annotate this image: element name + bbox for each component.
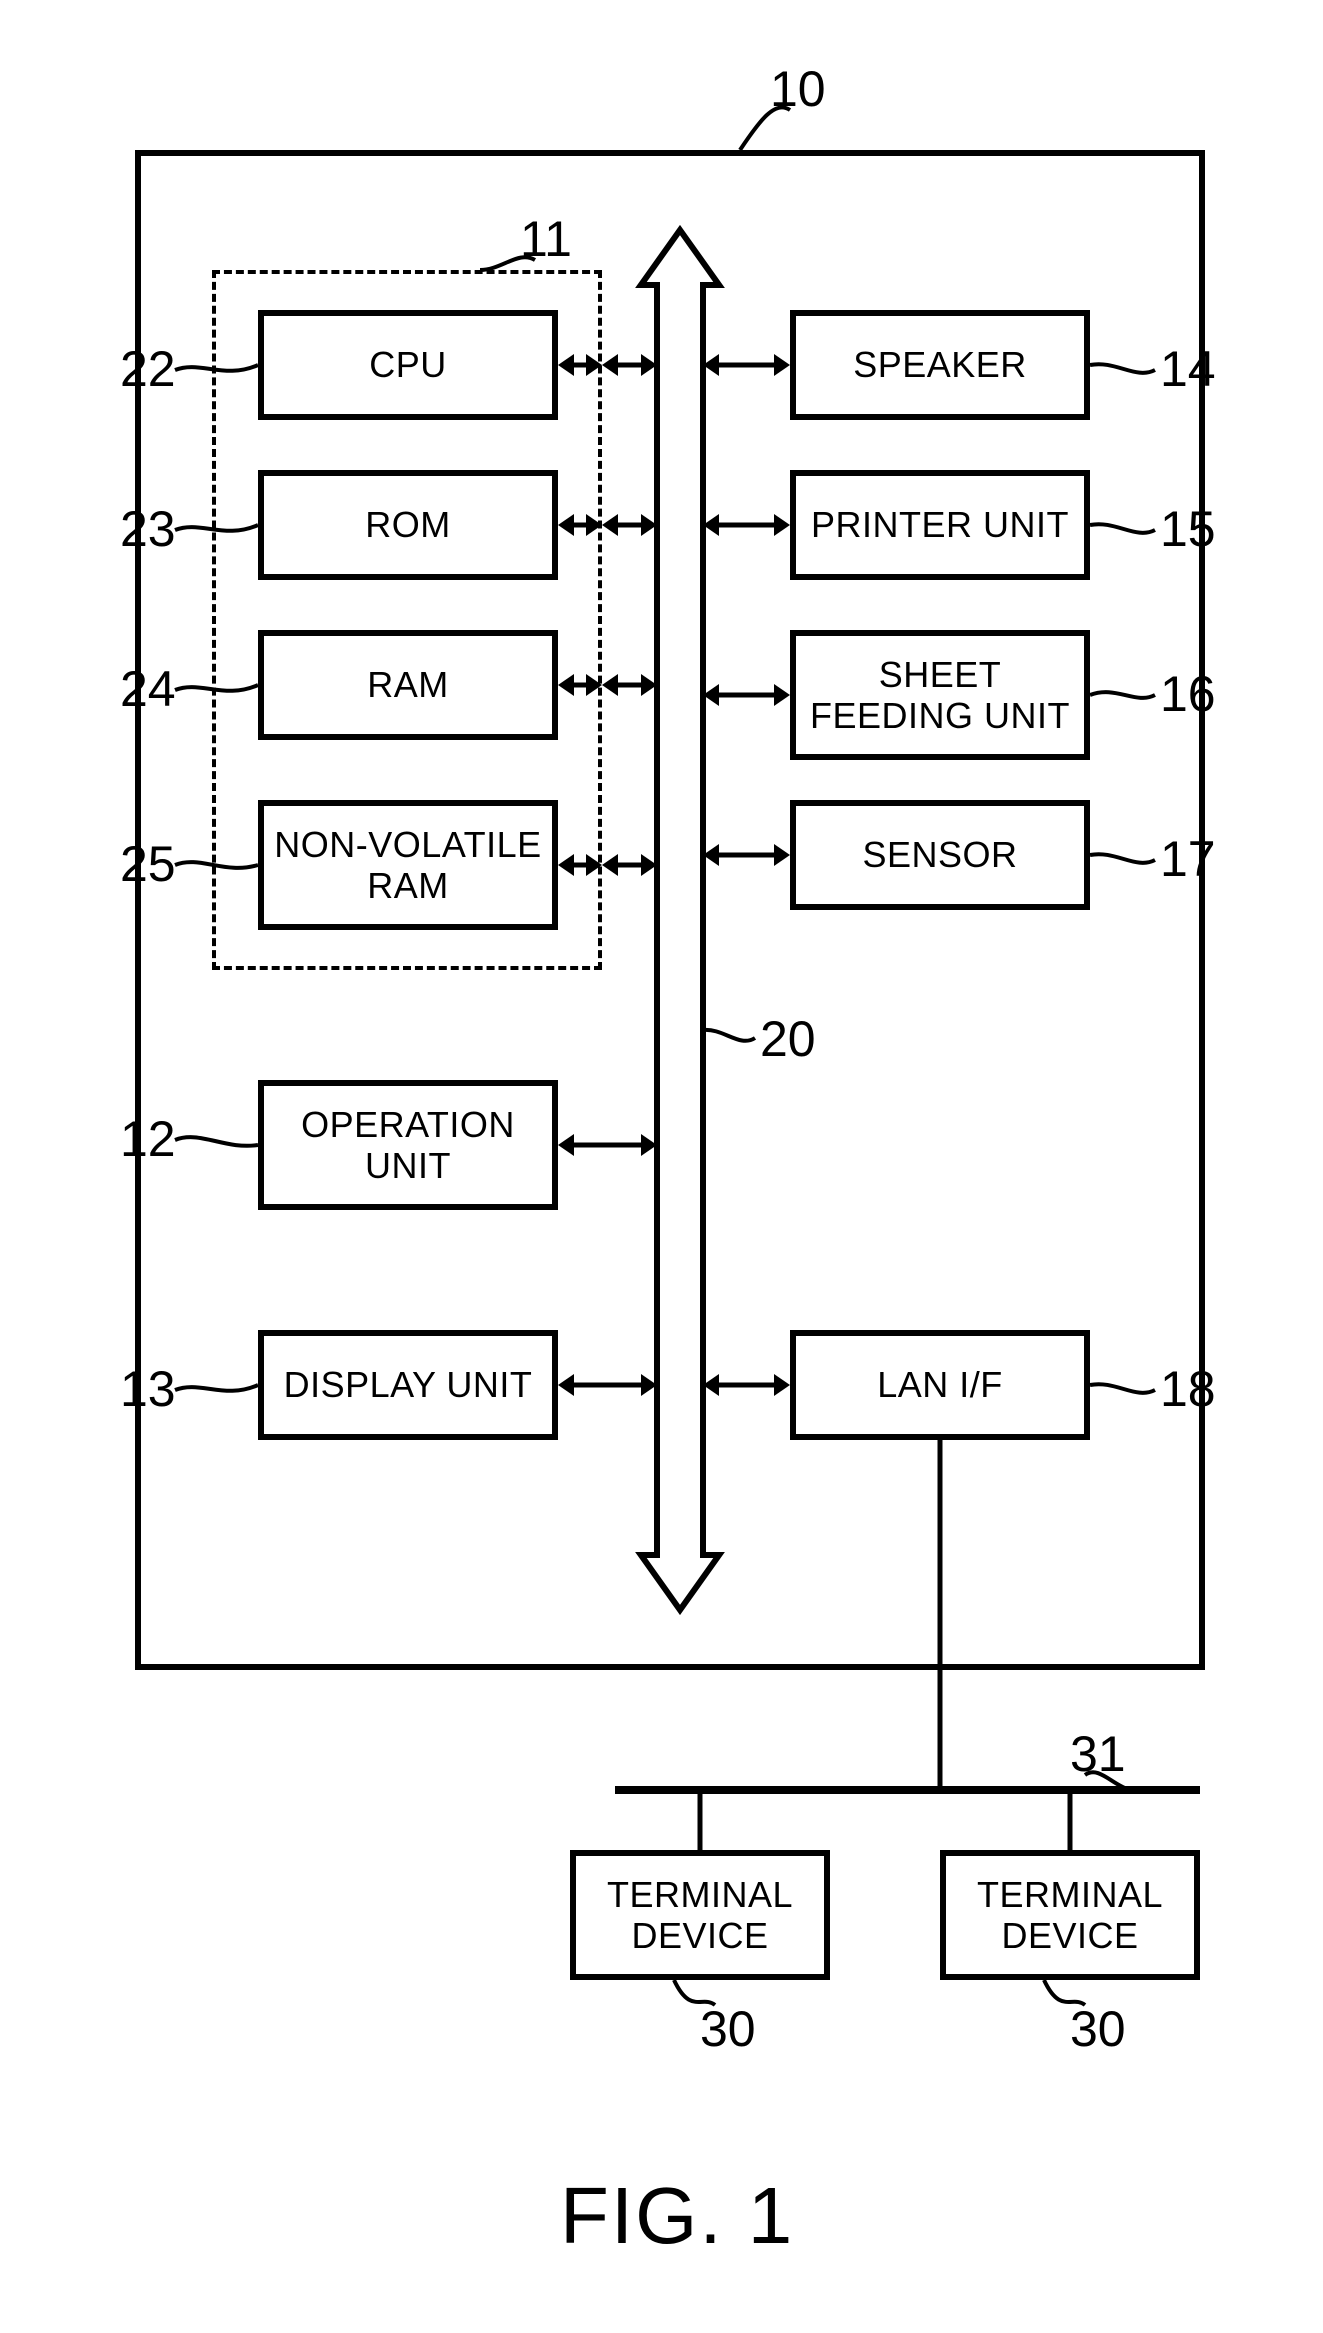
block-terminal-term1-label: TERMINAL DEVICE — [607, 1874, 793, 1957]
block-right-lan-label: LAN I/F — [877, 1364, 1003, 1405]
ref-30a: 30 — [700, 2000, 756, 2058]
ref-11: 11 — [520, 210, 572, 268]
block-right-lan: LAN I/F — [790, 1330, 1090, 1440]
block-left-nvram: NON-VOLATILE RAM — [258, 800, 558, 930]
ref-24: 24 — [120, 660, 176, 718]
ref-18: 18 — [1160, 1360, 1216, 1418]
block-left-nvram-label: NON-VOLATILE RAM — [274, 824, 541, 907]
block-terminal-term2: TERMINAL DEVICE — [940, 1850, 1200, 1980]
figure-page: CPU ROM RAM NON-VOLATILE RAM OPERATION UNIT D… — [0, 0, 1323, 2333]
block-left-rom: ROM — [258, 470, 558, 580]
ref-13: 13 — [120, 1360, 176, 1418]
block-right-prn-label: PRINTER UNIT — [811, 504, 1069, 545]
ref-10: 10 — [770, 60, 826, 118]
block-left-cpu-label: CPU — [369, 344, 447, 385]
ref-22: 22 — [120, 340, 176, 398]
ref-30b: 30 — [1070, 2000, 1126, 2058]
ref-17: 17 — [1160, 830, 1216, 888]
block-left-ram-label: RAM — [367, 664, 449, 705]
block-terminal-term1: TERMINAL DEVICE — [570, 1850, 830, 1980]
block-right-sensor: SENSOR — [790, 800, 1090, 910]
block-left-ram: RAM — [258, 630, 558, 740]
figure-caption: FIG. 1 — [560, 2170, 794, 2262]
block-right-sheet: SHEET FEEDING UNIT — [790, 630, 1090, 760]
block-left-cpu: CPU — [258, 310, 558, 420]
ref-14: 14 — [1160, 340, 1216, 398]
block-left-disp: DISPLAY UNIT — [258, 1330, 558, 1440]
ref-20: 20 — [760, 1010, 816, 1068]
ref-12: 12 — [120, 1110, 176, 1168]
ref-23: 23 — [120, 500, 176, 558]
block-left-op-label: OPERATION UNIT — [301, 1104, 515, 1187]
block-left-op: OPERATION UNIT — [258, 1080, 558, 1210]
ref-31: 31 — [1070, 1725, 1126, 1783]
ref-25: 25 — [120, 835, 176, 893]
block-left-disp-label: DISPLAY UNIT — [284, 1364, 533, 1405]
block-right-sensor-label: SENSOR — [862, 834, 1017, 875]
block-right-spk: SPEAKER — [790, 310, 1090, 420]
block-left-rom-label: ROM — [365, 504, 451, 545]
block-right-sheet-label: SHEET FEEDING UNIT — [810, 654, 1070, 737]
block-right-spk-label: SPEAKER — [853, 344, 1027, 385]
block-right-prn: PRINTER UNIT — [790, 470, 1090, 580]
ref-15: 15 — [1160, 500, 1216, 558]
ref-16: 16 — [1160, 665, 1216, 723]
block-terminal-term2-label: TERMINAL DEVICE — [977, 1874, 1163, 1957]
